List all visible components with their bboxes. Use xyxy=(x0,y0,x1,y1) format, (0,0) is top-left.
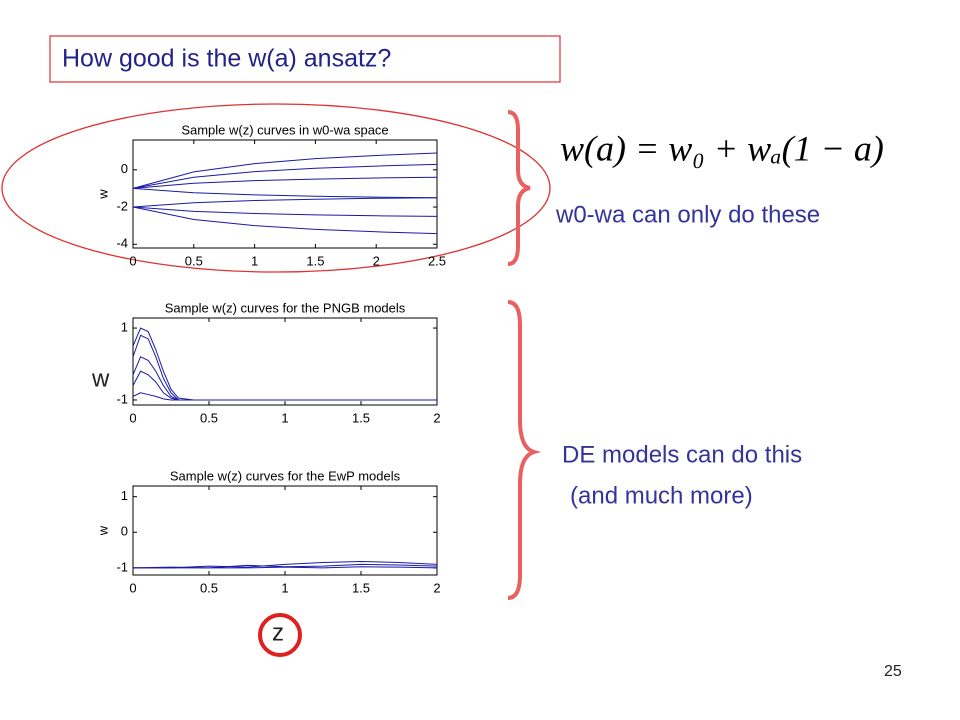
data-line xyxy=(132,356,437,401)
y-axis-label: w xyxy=(95,525,110,536)
chart-title: Sample w(z) curves for the PNGB models xyxy=(165,300,406,315)
y-axis-label: w xyxy=(95,189,110,200)
y-tick-label: 0 xyxy=(121,161,128,176)
brace xyxy=(507,110,531,266)
equation: w(a) = w₀ + wₐ(1 − a) xyxy=(560,128,884,168)
chart-title: Sample w(z) curves in w0-wa space xyxy=(181,122,388,137)
data-line xyxy=(132,206,438,235)
data-line xyxy=(132,327,437,401)
data-line xyxy=(132,392,437,401)
x-tick-label: 1.5 xyxy=(352,410,370,425)
x-tick-label: 2 xyxy=(433,410,440,425)
data-line xyxy=(132,334,437,401)
data-line xyxy=(132,187,438,199)
data-line xyxy=(133,566,438,569)
side-label: w xyxy=(91,365,110,392)
note-bottom: DE models can do this xyxy=(562,441,802,468)
plot-frame xyxy=(132,317,438,406)
note-bottom: (and much more) xyxy=(570,482,753,509)
data-line xyxy=(132,370,437,401)
x-tick-label: 2 xyxy=(433,580,440,595)
data-line xyxy=(132,197,438,208)
x-tick-label: 0 xyxy=(129,580,136,595)
y-tick-label: -2 xyxy=(116,198,128,213)
x-tick-label: 1.5 xyxy=(306,253,324,268)
page-number: 25 xyxy=(884,663,902,680)
title-frame xyxy=(49,35,561,83)
y-tick-label: 1 xyxy=(121,488,128,503)
slide-title: How good is the w(a) ansatz? xyxy=(62,45,391,73)
chart-title: Sample w(z) curves for the EwP models xyxy=(170,468,401,483)
data-line xyxy=(132,163,438,189)
y-tick-label: -1 xyxy=(116,391,128,406)
x-tick-label: 0.5 xyxy=(200,580,218,595)
data-line xyxy=(132,152,438,189)
brace xyxy=(507,300,542,600)
note-top: w0-wa can only do these xyxy=(555,201,820,228)
plot-frame xyxy=(132,139,438,249)
y-tick-label: 0 xyxy=(121,524,128,539)
x-tick-label: 0.5 xyxy=(200,410,218,425)
y-tick-label: 1 xyxy=(121,320,128,335)
x-tick-label: 1 xyxy=(251,253,258,268)
x-tick-label: 0 xyxy=(129,253,136,268)
y-tick-label: -4 xyxy=(116,236,128,251)
x-tick-label: 2 xyxy=(373,253,380,268)
y-tick-label: -1 xyxy=(116,559,128,574)
data-line xyxy=(132,206,438,217)
x-tick-label: 1.5 xyxy=(352,580,370,595)
highlight-circle xyxy=(258,613,302,657)
x-tick-label: 1 xyxy=(281,410,288,425)
x-label: z xyxy=(272,619,284,646)
x-tick-label: 2.5 xyxy=(428,253,446,268)
highlight-ellipse xyxy=(1,103,551,273)
x-tick-label: 0.5 xyxy=(185,253,203,268)
x-tick-label: 1 xyxy=(281,580,288,595)
data-line xyxy=(132,176,438,189)
x-tick-label: 0 xyxy=(129,410,136,425)
plot-frame xyxy=(132,485,438,576)
